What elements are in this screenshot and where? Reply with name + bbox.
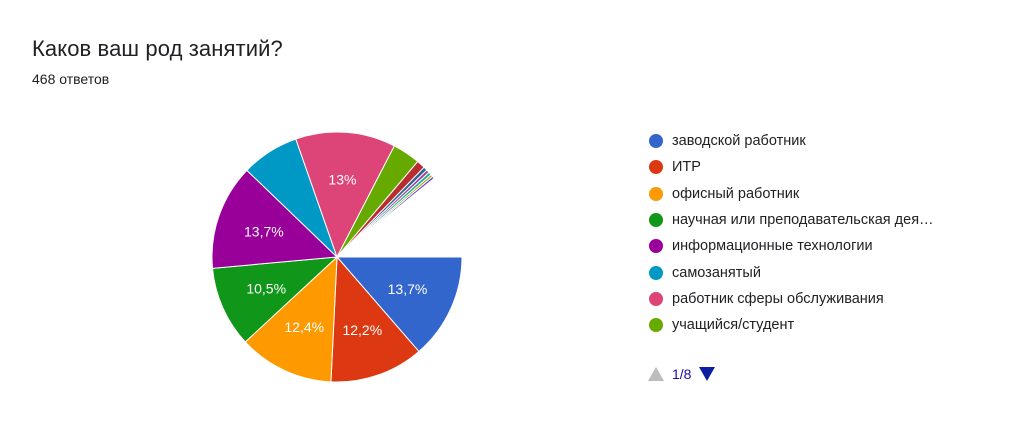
legend-label: учащийся/студент — [672, 317, 795, 334]
pie-slice — [211, 169, 339, 269]
legend-label: ИТР — [672, 159, 701, 176]
chart-title: Каков ваш род занятий? — [32, 36, 283, 61]
pie-slice — [211, 256, 339, 343]
legend-label: информационные технологии — [672, 238, 873, 255]
legend-label: офисный работник — [672, 185, 800, 202]
legend-swatch — [649, 239, 663, 254]
pie-slice — [244, 255, 338, 383]
legend-item: научная или преподавательская дея… — [649, 207, 934, 233]
slice-label: 13,7% — [388, 281, 428, 297]
legend: заводской работник ИТР офисный работник нау… — [649, 128, 934, 338]
legend-item: информационные технологии — [649, 233, 934, 259]
legend-pager: 1/8 — [648, 366, 716, 382]
legend-item: работник сферы обслуживания — [649, 286, 934, 312]
legend-label: работник сферы обслуживания — [672, 290, 884, 307]
legend-label: заводской работник — [672, 133, 806, 150]
legend-swatch — [649, 213, 663, 228]
legend-swatch — [649, 291, 663, 306]
response-count: 468 ответов — [32, 71, 110, 87]
legend-item: самозанятый — [649, 259, 934, 285]
pie-slice — [330, 255, 420, 383]
triangle-down-icon[interactable] — [699, 367, 716, 381]
pie-slice — [337, 178, 462, 257]
legend-swatch — [649, 186, 663, 201]
pager-text: 1/8 — [672, 366, 692, 382]
legend-label: самозанятый — [672, 264, 761, 281]
slice-label: 10,5% — [246, 281, 286, 297]
slice-label: 12,4% — [284, 319, 324, 335]
pie-slice — [295, 131, 396, 259]
legend-item: ИТР — [649, 154, 934, 180]
pie-slice — [336, 175, 435, 258]
slice-label: 12,2% — [342, 322, 382, 338]
legend-swatch — [649, 265, 663, 280]
legend-swatch — [649, 318, 663, 333]
legend-item: учащийся/студент — [649, 312, 934, 338]
slice-label: 13% — [328, 172, 356, 188]
legend-swatch — [649, 160, 663, 175]
slice-label: 13,7% — [244, 223, 284, 239]
legend-item: заводской работник — [649, 128, 934, 154]
triangle-up-icon[interactable] — [648, 367, 664, 381]
legend-swatch — [649, 134, 663, 149]
pie-slice — [335, 256, 463, 353]
legend-item: офисный работник — [649, 181, 934, 207]
legend-label: научная или преподавательская дея… — [672, 212, 934, 229]
